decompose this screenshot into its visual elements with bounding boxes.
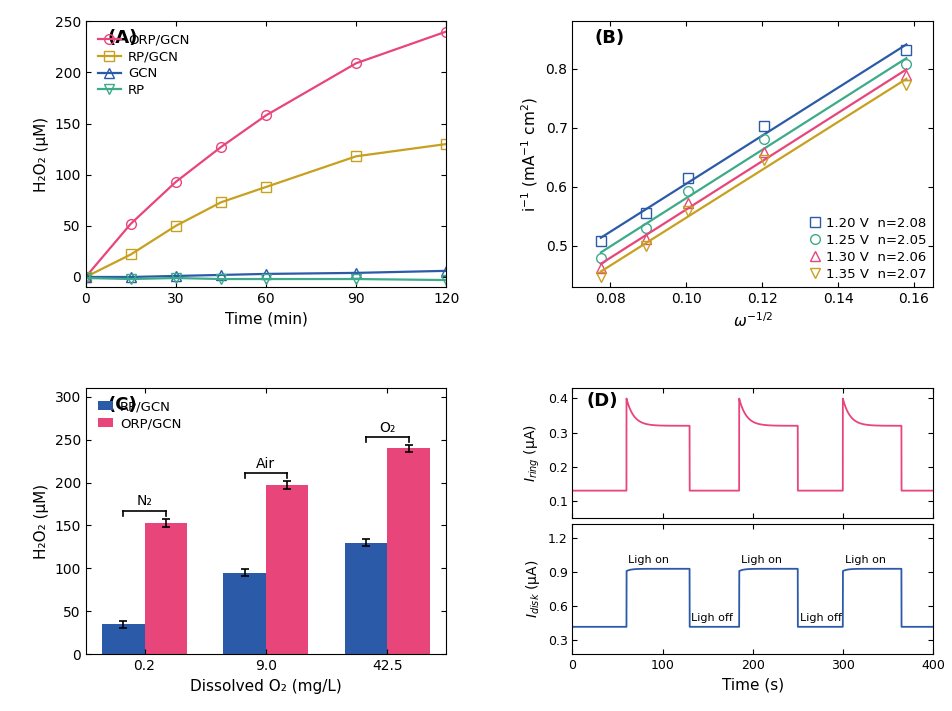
RP/GCN: [125, 250, 136, 259]
GCN: [215, 271, 227, 279]
RP: [80, 274, 91, 282]
RP/GCN: [441, 140, 452, 149]
Line: 1.20 V  n=2.08: 1.20 V n=2.08: [596, 45, 911, 246]
ORP/GCN: [215, 143, 227, 151]
Legend: RP/GCN, ORP/GCN: RP/GCN, ORP/GCN: [92, 395, 187, 435]
Legend: ORP/GCN, RP/GCN, GCN, RP: ORP/GCN, RP/GCN, GCN, RP: [92, 28, 194, 102]
Bar: [224, 572, 266, 654]
1.35 V  n=2.07: [901, 80, 912, 89]
1.30 V  n=2.06: [683, 198, 694, 207]
RP: [125, 274, 136, 283]
RP/GCN: [170, 222, 182, 230]
1.30 V  n=2.06: [758, 148, 769, 156]
RP/GCN: [215, 198, 227, 207]
Text: (A): (A): [108, 29, 138, 48]
Line: 1.35 V  n=2.07: 1.35 V n=2.07: [596, 80, 911, 282]
1.35 V  n=2.07: [595, 272, 606, 281]
1.30 V  n=2.06: [595, 264, 606, 272]
GCN: [260, 269, 271, 278]
Y-axis label: H₂O₂ (μM): H₂O₂ (μM): [34, 483, 49, 559]
RP/GCN: [350, 152, 362, 161]
1.25 V  n=2.05: [641, 223, 652, 232]
Bar: [266, 485, 308, 654]
ORP/GCN: [441, 27, 452, 36]
RP/GCN: [260, 183, 271, 191]
Y-axis label: $I_{ring}$ (μA): $I_{ring}$ (μA): [523, 424, 542, 482]
Text: (D): (D): [586, 392, 619, 410]
Text: Air: Air: [256, 456, 275, 471]
ORP/GCN: [170, 178, 182, 186]
Text: Ligh on: Ligh on: [741, 555, 782, 565]
RP: [170, 274, 182, 282]
Text: O₂: O₂: [379, 420, 395, 434]
X-axis label: $\omega^{-1/2}$: $\omega^{-1/2}$: [733, 311, 773, 331]
Text: Ligh on: Ligh on: [844, 555, 885, 565]
Text: Ligh off: Ligh off: [800, 614, 842, 624]
1.20 V  n=2.08: [758, 122, 769, 130]
Legend: 1.20 V  n=2.08, 1.25 V  n=2.05, 1.30 V  n=2.06, 1.35 V  n=2.07: 1.20 V n=2.08, 1.25 V n=2.05, 1.30 V n=2…: [815, 217, 926, 281]
Bar: [102, 624, 145, 654]
Bar: [145, 523, 187, 654]
ORP/GCN: [350, 59, 362, 68]
ORP/GCN: [260, 111, 271, 119]
GCN: [441, 267, 452, 275]
Bar: [345, 542, 387, 654]
Text: (B): (B): [594, 29, 625, 48]
1.30 V  n=2.06: [641, 235, 652, 244]
Y-axis label: H₂O₂ (μM): H₂O₂ (μM): [34, 117, 49, 192]
Text: N₂: N₂: [137, 494, 152, 508]
RP/GCN: [80, 273, 91, 282]
GCN: [125, 273, 136, 282]
X-axis label: Time (min): Time (min): [225, 311, 307, 326]
1.25 V  n=2.05: [595, 253, 606, 262]
1.20 V  n=2.08: [595, 237, 606, 245]
Line: 1.30 V  n=2.06: 1.30 V n=2.06: [596, 70, 911, 272]
Line: GCN: GCN: [81, 266, 451, 282]
1.25 V  n=2.05: [901, 60, 912, 69]
RP: [215, 274, 227, 283]
1.35 V  n=2.07: [683, 207, 694, 215]
1.20 V  n=2.08: [901, 46, 912, 54]
1.20 V  n=2.08: [641, 209, 652, 218]
1.30 V  n=2.06: [901, 70, 912, 79]
1.20 V  n=2.08: [683, 174, 694, 183]
GCN: [350, 269, 362, 277]
1.25 V  n=2.05: [683, 187, 694, 196]
1.35 V  n=2.07: [641, 242, 652, 251]
Line: RP/GCN: RP/GCN: [81, 139, 451, 282]
Y-axis label: i$^{-1}$ (mA$^{-1}$ cm$^{2}$): i$^{-1}$ (mA$^{-1}$ cm$^{2}$): [519, 97, 540, 212]
GCN: [170, 272, 182, 280]
Line: ORP/GCN: ORP/GCN: [81, 27, 451, 282]
X-axis label: Time (s): Time (s): [722, 678, 783, 693]
RP: [350, 274, 362, 283]
GCN: [80, 273, 91, 282]
X-axis label: Dissolved O₂ (mg/L): Dissolved O₂ (mg/L): [190, 678, 342, 693]
1.25 V  n=2.05: [758, 134, 769, 143]
ORP/GCN: [80, 273, 91, 282]
1.35 V  n=2.07: [758, 156, 769, 164]
RP: [441, 276, 452, 284]
Line: 1.25 V  n=2.05: 1.25 V n=2.05: [596, 60, 911, 262]
Text: (C): (C): [108, 396, 137, 415]
RP: [260, 274, 271, 283]
Bar: [387, 448, 430, 654]
ORP/GCN: [125, 220, 136, 228]
Text: Ligh off: Ligh off: [691, 614, 733, 624]
Line: RP: RP: [81, 273, 451, 285]
Text: Ligh on: Ligh on: [628, 555, 669, 565]
Y-axis label: $I_{disk}$ (μA): $I_{disk}$ (μA): [525, 560, 542, 619]
